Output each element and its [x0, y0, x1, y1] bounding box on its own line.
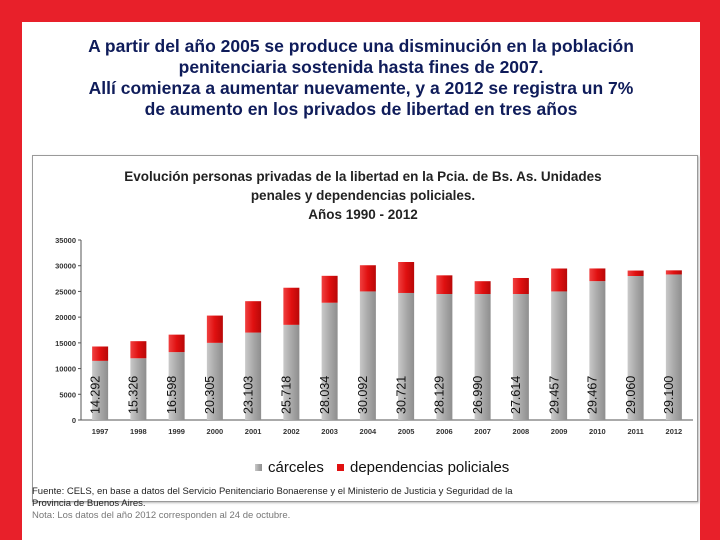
y-tick-label: 10000: [55, 365, 76, 374]
bar-total-label: 29.457: [547, 376, 561, 414]
x-tick-label: 2011: [627, 427, 643, 436]
bar-carceles: [92, 360, 109, 420]
bar-carceles: [245, 332, 262, 420]
stacked-bar-chart: Evolución personas privadas de la libert…: [55, 169, 693, 476]
x-tick-label: 2004: [360, 427, 378, 436]
bar-carceles: [168, 352, 185, 420]
bar-carceles: [206, 342, 223, 420]
x-tick-label: 2012: [666, 427, 683, 436]
bar-dependencias: [665, 270, 682, 275]
bar-carceles: [627, 276, 644, 420]
bar-total-label: 29.100: [662, 376, 676, 414]
bar-carceles: [130, 358, 147, 420]
y-tick-label: 25000: [55, 287, 76, 296]
bar-total-label: 20.305: [203, 376, 217, 414]
bar-total-label: 29.060: [624, 376, 638, 414]
source-notes: Fuente: CELS, en base a datos del Servic…: [32, 486, 672, 522]
headline: A partir del año 2005 se produce una dis…: [22, 36, 700, 120]
bar-total-label: 25.718: [280, 376, 294, 414]
bar-dependencias: [245, 301, 262, 333]
chart-title-line-3: Años 1990 - 2012: [308, 207, 418, 222]
bar-dependencias: [627, 270, 644, 276]
y-tick-label: 5000: [59, 390, 76, 399]
bar-carceles: [512, 294, 529, 420]
legend-swatch-carceles: [255, 464, 262, 471]
bar-dependencias: [551, 268, 568, 292]
x-tick-label: 2000: [207, 427, 224, 436]
x-tick-label: 2010: [589, 427, 606, 436]
bar-carceles: [436, 294, 453, 420]
y-tick-label: 15000: [55, 339, 76, 348]
bar-dependencias: [359, 265, 376, 292]
chart-title-line-1: Evolución personas privadas de la libert…: [124, 169, 601, 184]
bar-dependencias: [474, 281, 491, 294]
bar-total-label: 28.129: [433, 376, 447, 414]
bar-total-label: 14.292: [88, 376, 102, 414]
y-tick-label: 35000: [55, 236, 76, 245]
bar-carceles: [589, 281, 606, 420]
bar-dependencias: [206, 315, 223, 343]
bar-carceles: [283, 324, 300, 420]
bar-total-label: 30.721: [394, 376, 408, 414]
bar-carceles: [474, 294, 491, 420]
legend-label-carceles: cárceles: [268, 459, 324, 476]
bar-dependencias: [130, 341, 147, 359]
x-tick-label: 1999: [168, 427, 185, 436]
legend-label-dependencias: dependencias policiales: [350, 459, 509, 476]
slide: A partir del año 2005 se produce una dis…: [22, 22, 700, 540]
x-tick-label: 1997: [92, 427, 109, 436]
x-tick-label: 2007: [474, 427, 491, 436]
bar-dependencias: [512, 277, 529, 294]
x-tick-label: 2001: [245, 427, 262, 436]
bar-total-label: 16.598: [165, 376, 179, 414]
x-tick-label: 1998: [130, 427, 147, 436]
bar-carceles: [398, 292, 415, 420]
x-tick-label: 2006: [436, 427, 453, 436]
x-tick-label: 2005: [398, 427, 415, 436]
bar-dependencias: [92, 346, 109, 361]
headline-line-4: de aumento en los privados de libertad e…: [144, 99, 578, 119]
x-tick-label: 2008: [513, 427, 530, 436]
bar-carceles: [321, 302, 338, 420]
legend-swatch-dependencias: [337, 464, 344, 471]
bar-total-label: 27.614: [509, 376, 523, 414]
bar-dependencias: [589, 268, 606, 282]
bar-dependencias: [283, 287, 300, 325]
bar-carceles: [359, 291, 376, 420]
bar-total-label: 30.092: [356, 376, 370, 414]
bar-total-label: 29.467: [586, 376, 600, 414]
bar-dependencias: [321, 275, 338, 303]
chart-container: Evolución personas privadas de la libert…: [32, 155, 698, 502]
bar-carceles: [665, 274, 682, 420]
chart-title-line-2: penales y dependencias policiales.: [251, 188, 475, 203]
source-note: Nota: Los datos del año 2012 corresponde…: [32, 510, 291, 521]
y-tick-label: 20000: [55, 313, 76, 322]
bar-total-label: 15.326: [127, 376, 141, 414]
headline-line-1: A partir del año 2005 se produce una dis…: [88, 36, 634, 56]
x-tick-label: 2003: [321, 427, 338, 436]
bar-total-label: 26.990: [471, 376, 485, 414]
bar-dependencias: [398, 262, 415, 293]
bar-dependencias: [168, 334, 185, 353]
bar-total-label: 23.103: [241, 376, 255, 414]
x-tick-label: 2009: [551, 427, 568, 436]
bar-carceles: [551, 291, 568, 420]
bar-dependencias: [436, 275, 453, 294]
y-tick-label: 0: [72, 416, 76, 425]
source-line-1: Fuente: CELS, en base a datos del Servic…: [32, 486, 513, 497]
headline-line-3: Allí comienza a aumentar nuevamente, y a…: [88, 78, 634, 98]
bar-total-label: 28.034: [318, 376, 332, 414]
source-line-2: Provincia de Buenos Aires.: [32, 498, 146, 509]
x-tick-label: 2002: [283, 427, 300, 436]
y-tick-label: 30000: [55, 262, 76, 271]
headline-line-2: penitenciaria sostenida hasta fines de 2…: [178, 57, 544, 77]
